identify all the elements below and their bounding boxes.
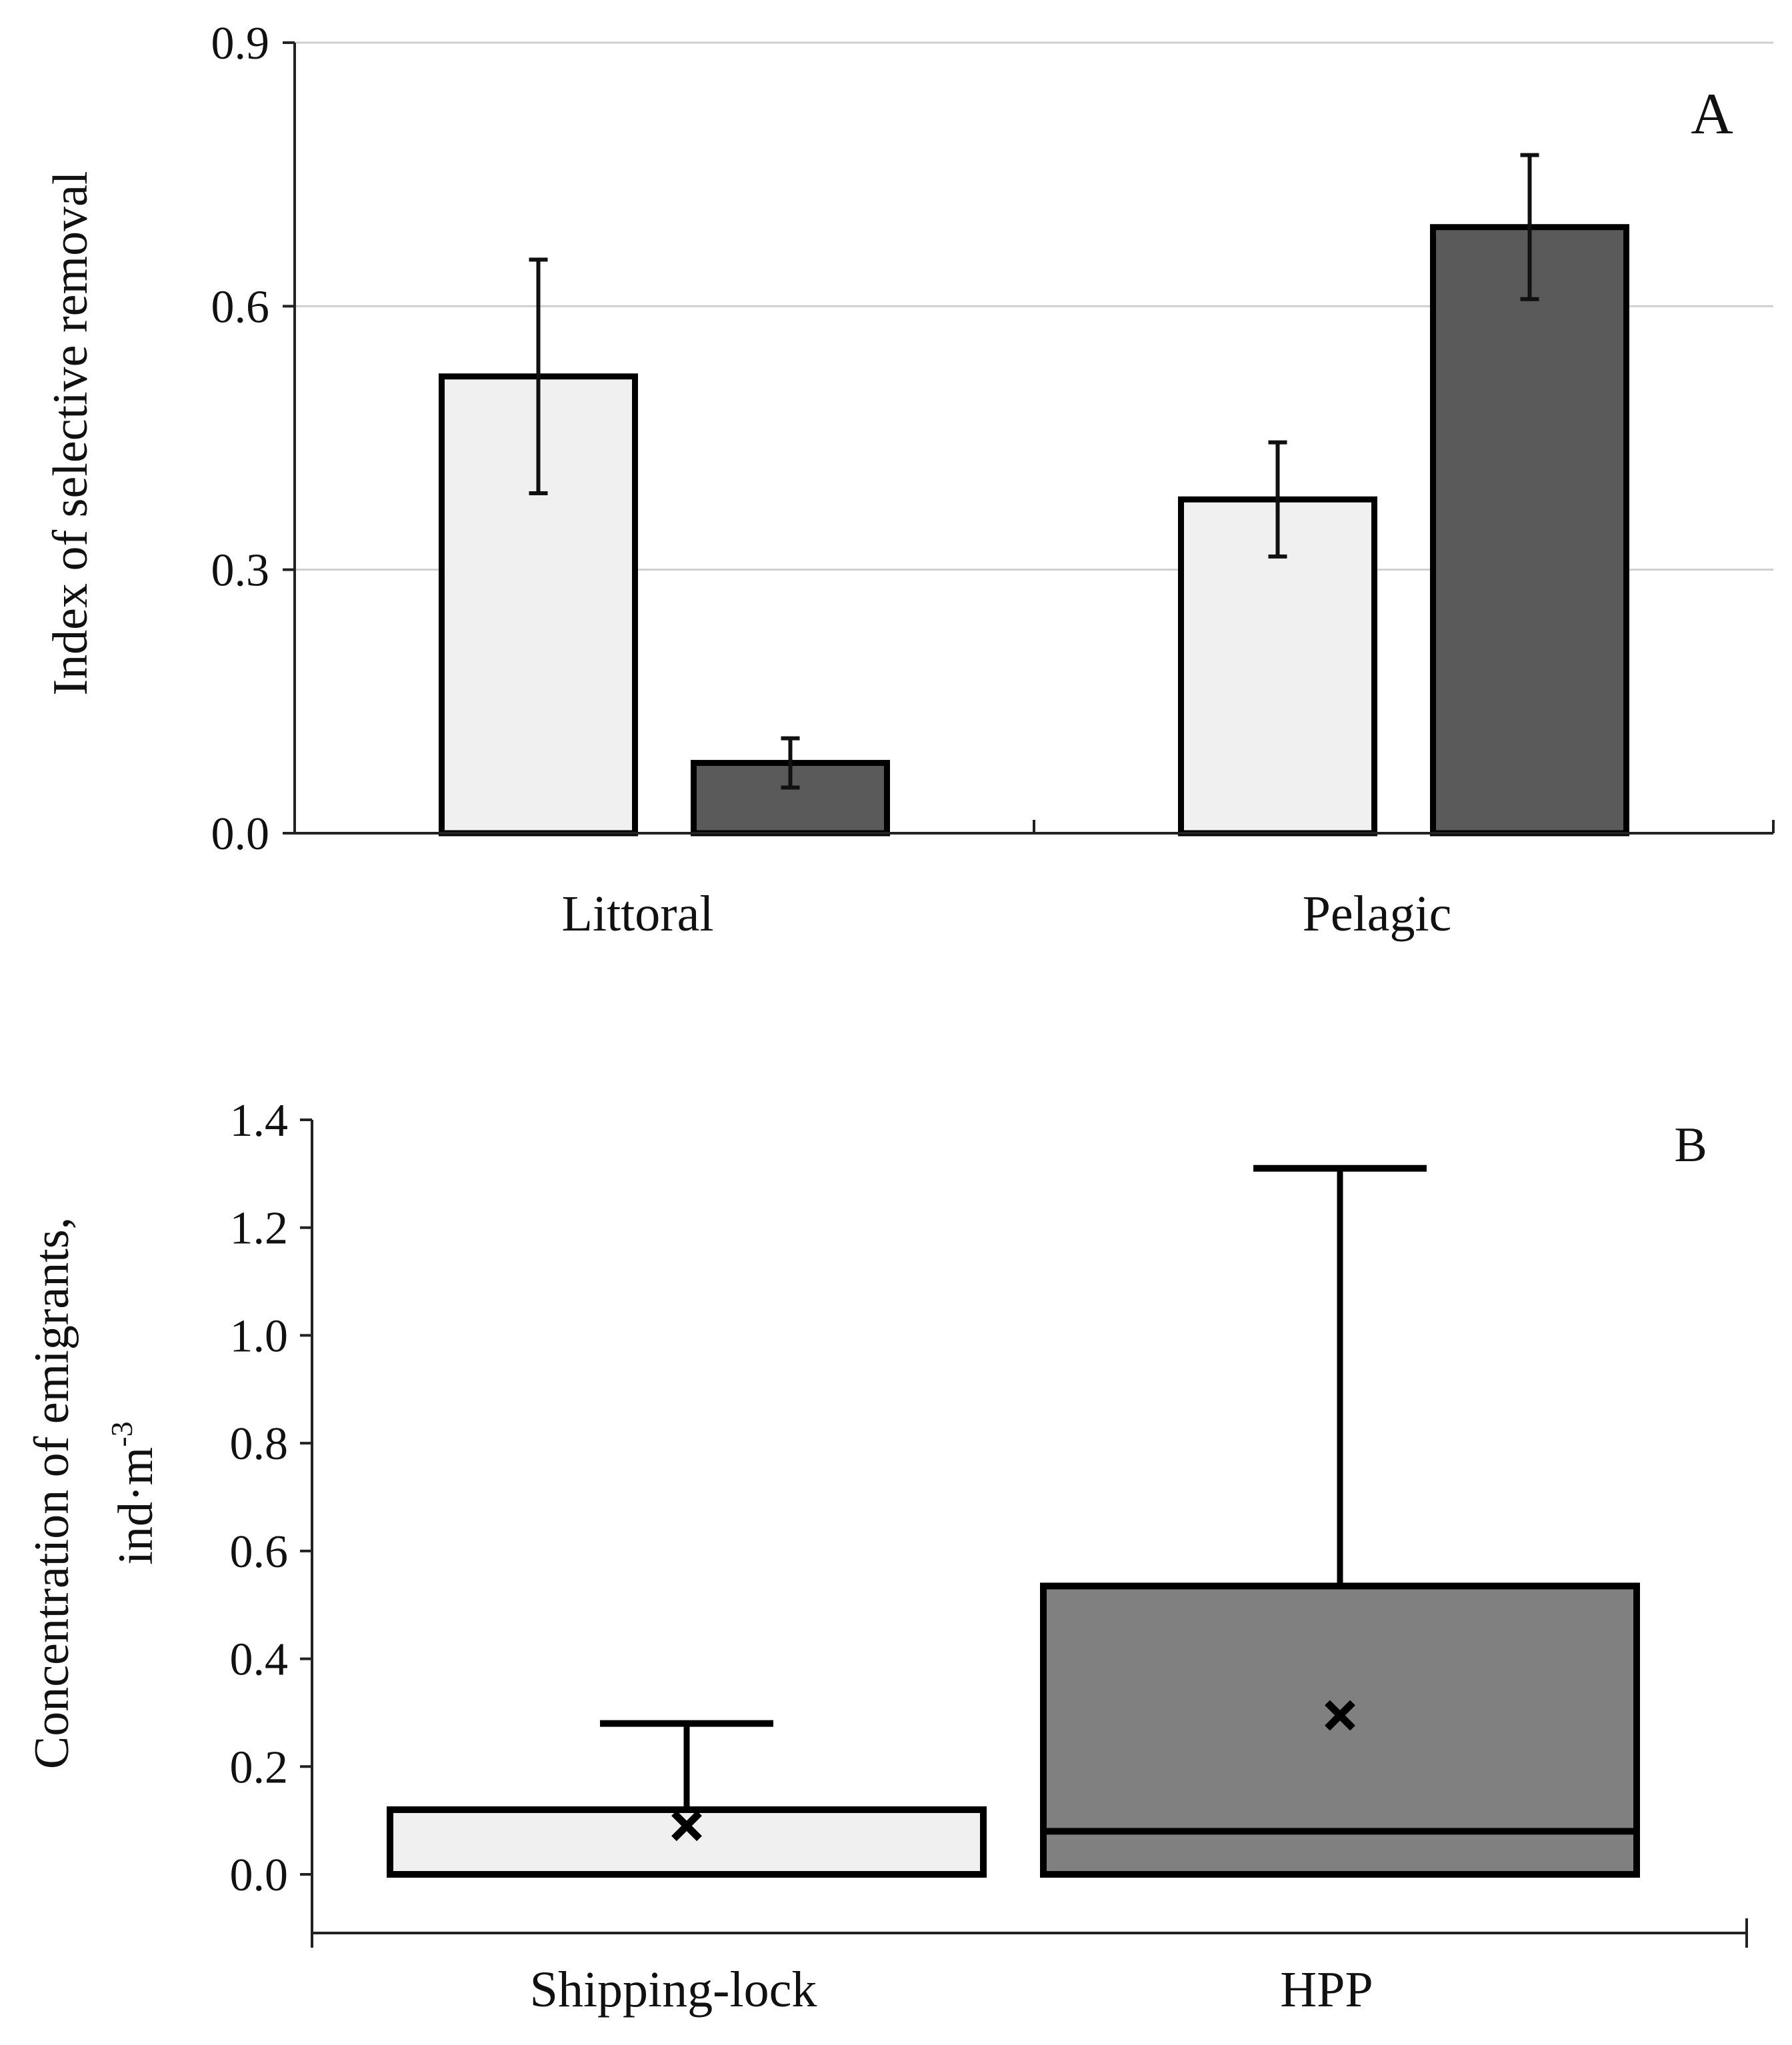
y-tick-label: 1.4 — [230, 1095, 289, 1146]
y-tick-label: 0.2 — [230, 1742, 289, 1793]
panel-a-y-tick-labels: 0.0 0.3 0.6 0.9 — [211, 18, 270, 860]
panel-a-error-bars — [529, 153, 1539, 790]
y-tick-label: 0.4 — [230, 1634, 289, 1686]
panel-b-axes — [300, 1118, 1748, 1948]
panel-b-category-labels: Shipping-lock HPP — [530, 1962, 1373, 2018]
panel-a-bars — [439, 224, 1629, 837]
y-tick-label: 0.9 — [211, 18, 270, 69]
panel-b-letter: B — [1674, 1118, 1707, 1172]
panel-a-bar-chart: 0.0 0.3 0.6 0.9 Littoral Pelagic Index of se… — [43, 18, 1775, 942]
box-hpp — [1040, 1582, 1640, 1878]
y-tick-label: 1.2 — [230, 1203, 289, 1254]
category-label-pelagic: Pelagic — [1303, 886, 1452, 942]
panel-a-letter: A — [1691, 82, 1733, 147]
panel-b-y-axis-unit: ind·m — [109, 1447, 163, 1565]
panel-b-boxes — [387, 1164, 1640, 1878]
panel-b-y-tick-labels: 0.0 0.2 0.4 0.6 0.8 1.0 1.2 1.4 — [230, 1095, 289, 1901]
y-tick-label: 0.8 — [230, 1418, 289, 1470]
mean-marker-shipping-lock — [671, 1810, 702, 1842]
panel-b-box-plot: 0.0 0.2 0.4 0.6 0.8 1.0 1.2 1.4 Shipping-lock HP… — [25, 1095, 1748, 2018]
box-shipping-lock — [387, 1806, 987, 1878]
category-label-littoral: Littoral — [562, 886, 714, 942]
mean-marker-hpp — [1325, 1700, 1355, 1731]
bar-pelagic-dark — [1430, 224, 1629, 837]
category-label-shipping-lock: Shipping-lock — [530, 1962, 817, 2018]
panel-a-axes — [283, 41, 1775, 835]
panel-b-y-axis-title-line1: Concentration of emigrants, — [25, 1217, 79, 1769]
panel-b-y-axis-unit-superscript: -3 — [105, 1421, 139, 1446]
y-tick-label: 0.0 — [211, 809, 270, 860]
panel-a-y-axis-title: Index of selective removal — [43, 171, 98, 696]
panel-a-category-labels: Littoral Pelagic — [562, 886, 1452, 942]
y-tick-label: 0.6 — [230, 1526, 289, 1578]
y-tick-label: 0.6 — [211, 281, 270, 333]
y-tick-label: 0.0 — [230, 1850, 289, 1901]
y-tick-label: 0.3 — [211, 545, 270, 597]
category-label-hpp: HPP — [1280, 1962, 1373, 2018]
y-tick-label: 1.0 — [230, 1310, 289, 1362]
panel-b-y-axis-title-line2: ind·m-3 — [105, 1421, 163, 1564]
